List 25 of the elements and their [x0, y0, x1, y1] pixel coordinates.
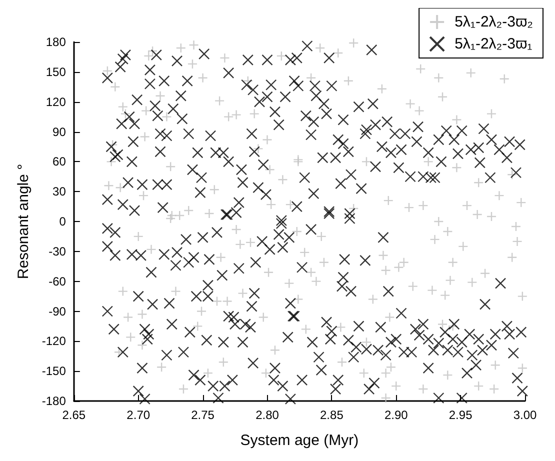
- y-tick-label: -150: [42, 364, 66, 378]
- y-tick-label: 180: [46, 35, 66, 49]
- x-tick-label: 2.85: [320, 408, 344, 422]
- y-tick-label: 60: [52, 154, 66, 169]
- y-tick-label: 0: [59, 214, 66, 228]
- x-tick-label: 2.95: [448, 408, 473, 422]
- y-axis-title: Resonant angle °: [15, 164, 32, 280]
- y-tick-label: -120: [42, 334, 66, 348]
- y-tick-label: -60: [48, 274, 66, 288]
- x-tick-label: 2.65: [62, 408, 86, 422]
- y-tick-label: 30: [52, 184, 66, 199]
- y-tick-label: 120: [46, 94, 66, 109]
- y-tick-label: 150: [46, 64, 66, 79]
- x-tick-label: 2.80: [256, 408, 280, 422]
- x-tick-label: 2.90: [384, 408, 408, 422]
- y-tick-label: -180: [42, 394, 66, 408]
- x-tick-label: 2.70: [126, 408, 150, 422]
- x-tick-label: 3.00: [513, 408, 537, 422]
- legend-label: 5λ₁-2λ₂-3ϖ₂: [454, 14, 534, 30]
- legend-label: 5λ₁-2λ₂-3ϖ₁: [454, 36, 532, 52]
- y-tick-label: -90: [48, 304, 66, 318]
- x-tick-label: 2.75: [191, 408, 215, 422]
- y-tick-label: 90: [52, 124, 66, 139]
- y-tick-label: -30: [48, 244, 66, 258]
- x-axis-title: System age (Myr): [240, 432, 359, 449]
